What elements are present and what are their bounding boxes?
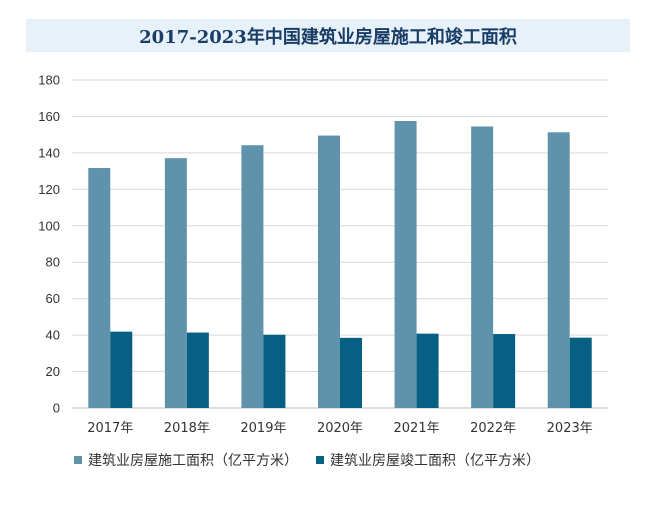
legend-item-construction: 建筑业房屋施工面积（亿平方米）: [74, 450, 298, 470]
y-tick-label: 180: [38, 73, 60, 88]
y-tick-label: 100: [38, 218, 60, 233]
legend-swatch-construction: [74, 456, 82, 464]
title-bar: 2017-2023年中国建筑业房屋施工和竣工面积: [26, 19, 630, 52]
bar-completion: [493, 334, 516, 408]
bar-completion: [110, 331, 133, 408]
y-tick-label: 40: [46, 328, 60, 343]
legend-label-construction: 建筑业房屋施工面积（亿平方米）: [88, 453, 298, 469]
bar-completion: [263, 334, 286, 408]
x-tick-label: 2022年: [470, 421, 516, 436]
y-tick-label: 160: [38, 109, 60, 124]
bar-completion: [340, 337, 362, 408]
legend-swatch-completion: [316, 456, 324, 464]
legend-item-completion: 建筑业房屋竣工面积（亿平方米）: [316, 450, 540, 470]
x-tick-label: 2021年: [394, 421, 440, 436]
y-tick-label: 80: [46, 255, 60, 270]
bar-completion: [569, 337, 592, 408]
bar-construction: [241, 145, 264, 409]
bar-construction: [547, 132, 570, 408]
x-tick-label: 2017年: [87, 421, 133, 436]
x-tick-label: 2020年: [317, 421, 363, 436]
y-tick-label: 140: [38, 145, 60, 160]
bar-completion: [186, 332, 209, 408]
x-tick-label: 2018年: [164, 421, 210, 436]
x-tick-label: 2019年: [240, 421, 286, 436]
chart-title: 2017-2023年中国建筑业房屋施工和竣工面积: [139, 26, 517, 48]
y-tick-label: 0: [53, 401, 60, 416]
y-tick-label: 20: [46, 364, 60, 379]
y-tick-label: 120: [38, 182, 60, 197]
bar-construction: [88, 168, 111, 408]
bar-completion: [416, 333, 439, 408]
bar-construction: [318, 135, 340, 409]
legend-label-completion: 建筑业房屋竣工面积（亿平方米）: [330, 453, 540, 469]
bar-construction: [471, 126, 494, 408]
bar-construction: [164, 158, 187, 408]
y-tick-label: 60: [46, 291, 60, 306]
bar-construction: [394, 121, 417, 408]
legend: 建筑业房屋施工面积（亿平方米） 建筑业房屋竣工面积（亿平方米）: [74, 450, 558, 470]
x-tick-label: 2023年: [547, 421, 593, 436]
